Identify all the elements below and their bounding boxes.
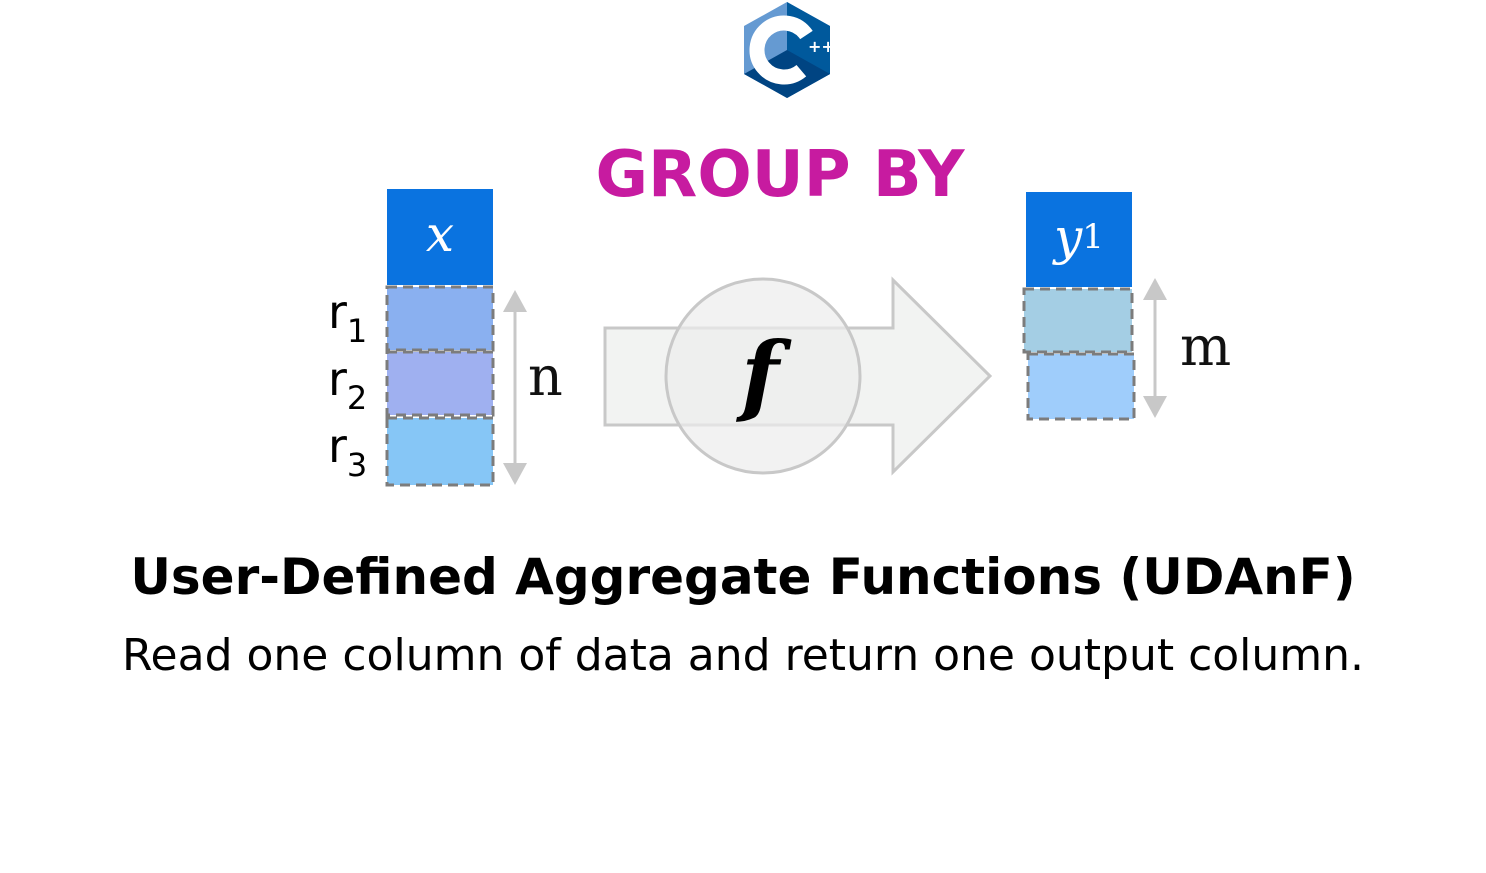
cpp-logo-icon: ++: [744, 2, 835, 98]
slide-title: User-Defined Aggregate Functions (UDAnF): [130, 548, 1356, 606]
output-column-header-var: y: [1054, 208, 1083, 266]
output-size-arrow-bottom: [1143, 396, 1167, 418]
row-label-1: r1: [328, 285, 367, 350]
row-label-1-letter: r: [328, 285, 347, 339]
row-label-2-letter: r: [328, 352, 347, 406]
input-size-arrow-top: [503, 290, 527, 312]
input-row-2: [385, 350, 495, 417]
input-size-arrow-bottom: [503, 463, 527, 485]
output-row-1: [1022, 287, 1134, 354]
logo-plus-text: ++: [808, 37, 835, 56]
input-size-label: n: [528, 345, 563, 408]
function-circle: [664, 277, 862, 475]
row-label-3: r3: [328, 419, 367, 484]
row-label-3-letter: r: [328, 419, 347, 473]
row-label-1-index: 1: [346, 312, 368, 350]
output-size-label: m: [1180, 315, 1232, 378]
row-label-3-index: 3: [346, 446, 368, 484]
input-column-header: x: [387, 189, 493, 279]
input-column-header-box: [387, 189, 493, 285]
output-size-arrow-top: [1143, 278, 1167, 300]
group-by-heading: GROUP BY: [595, 138, 965, 212]
output-column-header-box: [1026, 192, 1132, 287]
output-column-header-index: 1: [1082, 217, 1104, 257]
input-row-1: [385, 285, 495, 352]
row-label-2: r2: [328, 352, 367, 417]
input-column-header-label: x: [425, 205, 455, 263]
output-row-2: [1026, 352, 1136, 421]
row-label-2-index: 2: [346, 379, 368, 417]
slide-subtitle: Read one column of data and return one o…: [121, 630, 1365, 681]
input-row-3: [385, 416, 495, 487]
